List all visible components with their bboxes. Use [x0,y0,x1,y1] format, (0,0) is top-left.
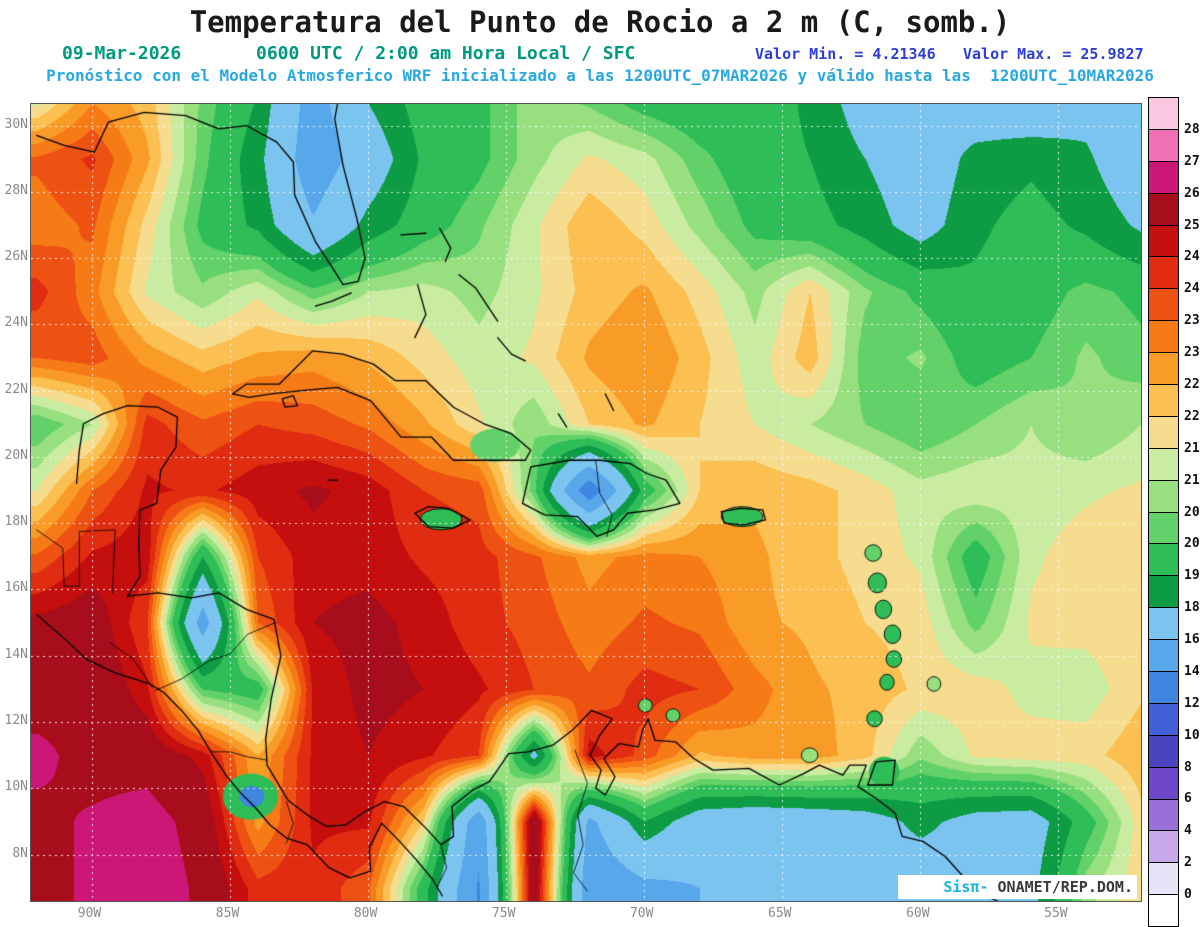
colorbar-cell [1148,639,1179,673]
colorbar-cell [1148,128,1179,162]
y-tick-18N: 18N [4,514,28,530]
y-tick-20N: 20N [4,447,28,463]
colorbar-label-8: 8 [1184,759,1192,775]
colorbar-label-21.5: 21.5 [1184,440,1200,456]
colorbar-cell [1148,320,1179,354]
colorbar-cell [1148,734,1179,768]
y-tick-14N: 14N [4,646,28,662]
y-tick-16N: 16N [4,580,28,596]
colorbar-cell [1148,798,1179,832]
dewpoint-map-canvas [31,104,1141,901]
colorbar-label-0: 0 [1184,887,1192,903]
y-tick-26N: 26N [4,249,28,265]
colorbar-cell [1148,830,1179,864]
watermark: Sisπ- ONAMET/REP.DOM. [898,875,1137,899]
colorbar-cell [1148,766,1179,800]
colorbar-cell [1148,511,1179,545]
colorbar-label-26: 26 [1184,185,1200,201]
colorbar-cell [1148,607,1179,641]
y-tick-8N: 8N [12,845,28,861]
colorbar-label-20.5: 20.5 [1184,504,1200,520]
colorbar-label-27: 27 [1184,153,1200,169]
y-tick-10N: 10N [4,779,28,795]
x-tick-70W: 70W [629,906,654,921]
y-tick-28N: 28N [4,182,28,198]
colorbar-cell [1148,97,1179,130]
x-tick-65W: 65W [768,906,792,921]
colorbar-label-19: 19 [1184,568,1200,584]
colorbar-cell [1148,224,1179,258]
y-tick-22N: 22N [4,381,28,397]
colorbar-label-20: 20 [1184,536,1200,552]
colorbar-cell [1148,575,1179,609]
header-min-value: Valor Min. = 4.21346 [755,45,936,63]
x-tick-90W: 90W [77,906,102,921]
colorbar-label-4: 4 [1184,823,1192,839]
x-tick-55W: 55W [1044,906,1068,921]
colorbar-label-24: 24 [1184,281,1200,297]
x-tick-85W: 85W [215,906,240,921]
colorbar-cell [1148,862,1179,896]
page-title: Temperatura del Punto de Rocio a 2 m (C,… [189,5,1011,39]
watermark-org: ONAMET/REP.DOM. [997,878,1133,896]
map-panel [30,103,1142,902]
colorbar-label-24.5: 24.5 [1184,249,1200,265]
colorbar-label-22.5: 22.5 [1184,376,1200,392]
colorbar-label-2: 2 [1184,855,1192,871]
header-date: 09-Mar-2026 [62,43,182,64]
colorbar-label-10: 10 [1184,727,1200,743]
colorbar-cell [1148,288,1179,322]
x-tick-80W: 80W [353,906,378,921]
colorbar-label-12: 12 [1184,695,1200,711]
colorbar-label-23.5: 23.5 [1184,313,1200,329]
colorbar-label-18: 18 [1184,600,1200,616]
header-forecast-line: Pronóstico con el Modelo Atmosferico WRF… [46,66,1154,85]
x-tick-75W: 75W [491,906,516,921]
colorbar-cell [1148,543,1179,577]
colorbar-label-23: 23 [1184,345,1200,361]
colorbar-label-21: 21 [1184,472,1200,488]
colorbar-cell [1148,352,1179,386]
colorbar-cell [1148,415,1179,449]
colorbar-cell [1148,192,1179,226]
colorbar-cell [1148,256,1179,290]
colorbar-cell [1148,702,1179,736]
colorbar-label-14: 14 [1184,663,1200,679]
y-tick-12N: 12N [4,713,28,729]
colorbar-cell [1148,479,1179,513]
colorbar-label-22: 22 [1184,408,1200,424]
colorbar-cell [1148,384,1179,417]
header-max-value: Valor Max. = 25.9827 [963,45,1144,63]
watermark-brand: Sisπ- [943,878,998,896]
colorbar-label-6: 6 [1184,791,1192,807]
colorbar [1148,97,1179,927]
colorbar-cell [1148,894,1179,927]
colorbar-label-25: 25 [1184,217,1200,233]
y-tick-30N: 30N [4,116,28,132]
colorbar-cell [1148,160,1179,194]
colorbar-cell [1148,447,1179,481]
colorbar-label-16: 16 [1184,632,1200,648]
colorbar-cell [1148,671,1179,704]
x-tick-60W: 60W [906,906,930,921]
colorbar-label-28: 28 [1184,121,1200,137]
y-tick-24N: 24N [4,315,28,331]
header-valid-time: 0600 UTC / 2:00 am Hora Local / SFC [256,43,636,64]
